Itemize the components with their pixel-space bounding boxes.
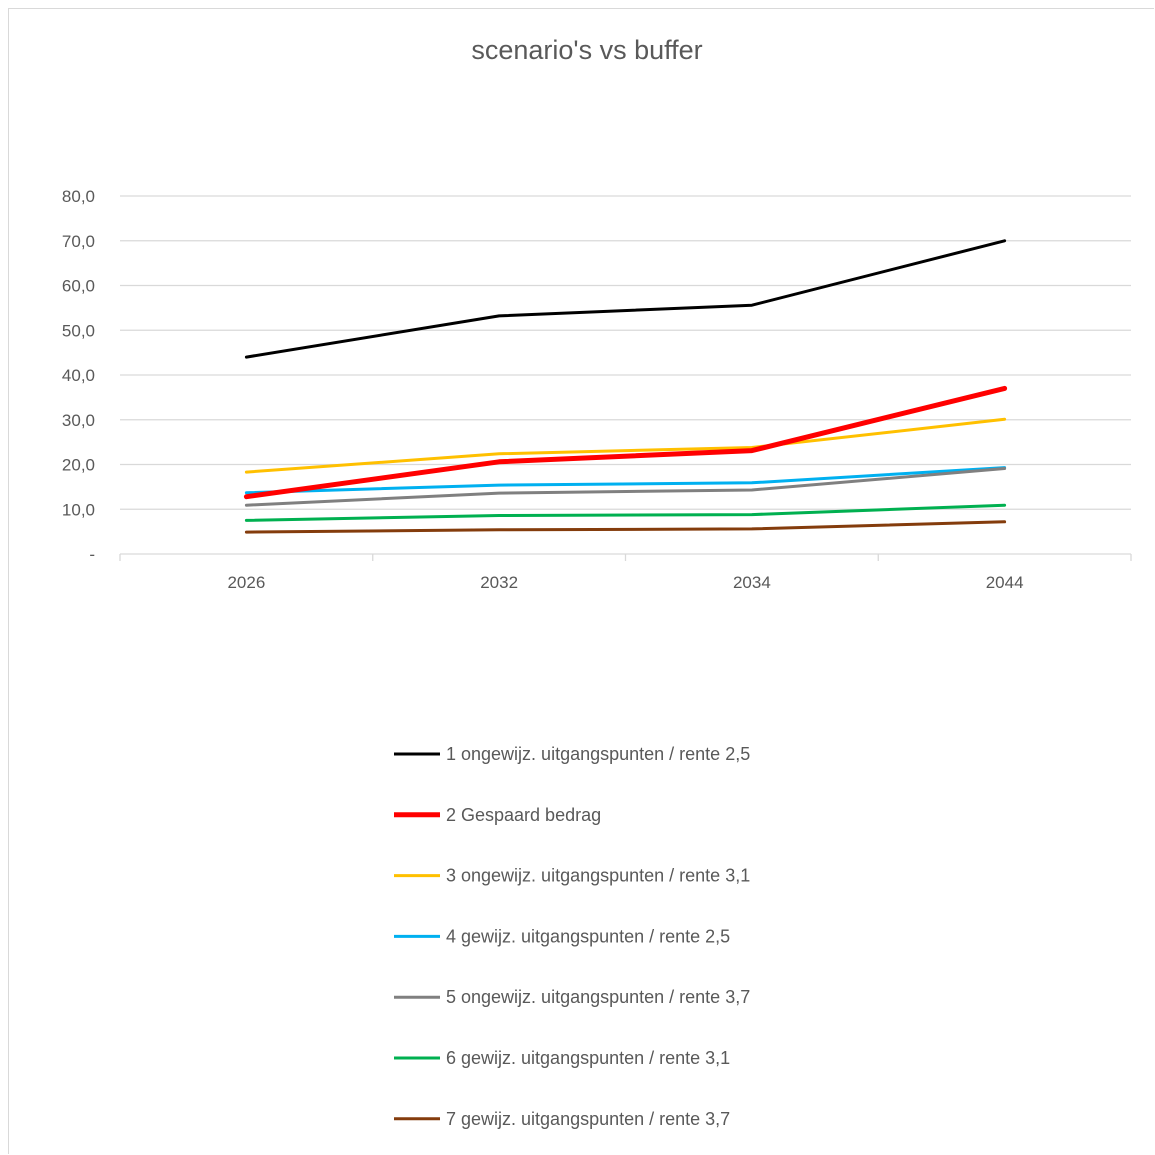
legend-label-7: 7 gewijz. uitgangspunten / rente 3,7 xyxy=(446,1109,730,1129)
y-tick-label: - xyxy=(89,545,95,564)
y-tick-label: 80,0 xyxy=(62,187,95,206)
y-tick-label: 40,0 xyxy=(62,366,95,385)
axes xyxy=(119,553,1132,561)
legend-label-5: 5 ongewijz. uitgangspunten / rente 3,7 xyxy=(446,987,750,1007)
x-tick-label: 2026 xyxy=(227,573,265,592)
x-tick-labels: 2026 2032 2034 2044 xyxy=(227,573,1023,592)
y-tick-label: 50,0 xyxy=(62,321,95,340)
legend: 1 ongewijz. uitgangspunten / rente 2,5 2 … xyxy=(394,744,750,1129)
chart-title: scenario's vs buffer xyxy=(471,35,702,65)
x-tick-label: 2034 xyxy=(733,573,771,592)
y-tick-label: 20,0 xyxy=(62,456,95,475)
series-lines xyxy=(243,239,1008,534)
legend-label-4: 4 gewijz. uitgangspunten / rente 2,5 xyxy=(446,926,730,946)
y-tick-label: 70,0 xyxy=(62,232,95,251)
legend-label-6: 6 gewijz. uitgangspunten / rente 3,1 xyxy=(446,1048,730,1068)
y-tick-label: 10,0 xyxy=(62,500,95,519)
series-line-4 xyxy=(244,466,1007,495)
y-tick-label: 60,0 xyxy=(62,277,95,296)
chart-frame xyxy=(8,8,1154,1154)
legend-label-1: 1 ongewijz. uitgangspunten / rente 2,5 xyxy=(446,744,750,764)
series-line-2 xyxy=(243,385,1008,500)
y-tick-label: 30,0 xyxy=(62,411,95,430)
y-tick-labels: - 10,0 20,0 30,0 40,0 50,0 60,0 70,0 80,0 xyxy=(62,187,95,564)
x-tick-label: 2044 xyxy=(986,573,1024,592)
series-line-6 xyxy=(244,503,1007,522)
series-line-5 xyxy=(244,467,1007,507)
series-line-1 xyxy=(244,239,1007,359)
legend-label-3: 3 ongewijz. uitgangspunten / rente 3,1 xyxy=(446,866,750,886)
series-line-7 xyxy=(244,520,1007,534)
x-tick-label: 2032 xyxy=(480,573,518,592)
legend-label-2: 2 Gespaard bedrag xyxy=(446,805,601,825)
series-line-3 xyxy=(244,417,1007,474)
gridlines xyxy=(120,195,1131,510)
